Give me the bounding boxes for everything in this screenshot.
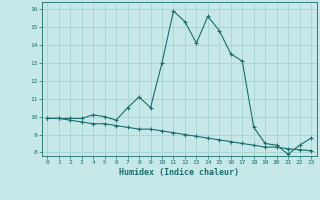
X-axis label: Humidex (Indice chaleur): Humidex (Indice chaleur) bbox=[119, 168, 239, 177]
